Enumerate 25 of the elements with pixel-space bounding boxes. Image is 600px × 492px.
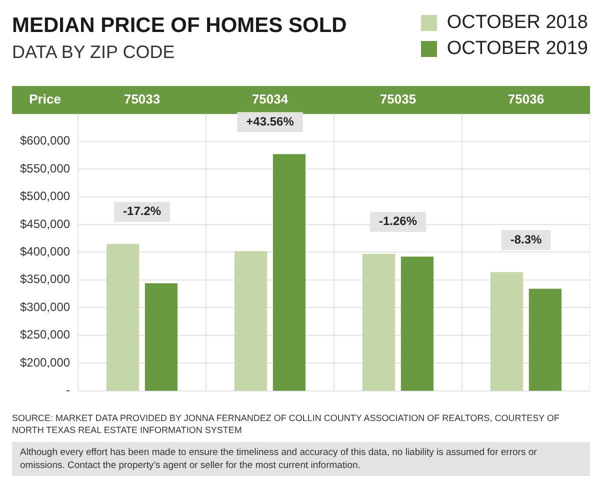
annotation: -17.2%: [123, 204, 162, 218]
x-tick-label: 75036: [508, 91, 544, 106]
y-tick-label: $350,000: [20, 272, 70, 286]
chart-title: MEDIAN PRICE OF HOMES SOLD: [12, 14, 347, 38]
y-tick-label: $450,000: [20, 216, 70, 231]
y-tick-label: $300,000: [20, 300, 70, 314]
y-tick-label: -: [66, 383, 70, 398]
annotation: -1.26%: [379, 214, 418, 228]
chart-subtitle: DATA BY ZIP CODE: [12, 42, 175, 63]
x-tick-label: 75035: [380, 91, 416, 106]
y-tick-label: $500,000: [20, 189, 70, 204]
y-tick-label: $250,000: [20, 328, 70, 342]
legend-label: OCTOBER 2019: [446, 38, 588, 60]
x-tick-label: 75034: [252, 91, 289, 106]
y-tick-label: $600,000: [20, 134, 70, 148]
annotation: -8.3%: [510, 232, 542, 246]
y-axis-title: Price: [29, 91, 61, 106]
y-tick-label: $550,000: [20, 161, 70, 176]
annotation: +43.56%: [246, 114, 294, 128]
y-tick-label: $200,000: [20, 355, 70, 370]
y-tick-label: $400,000: [20, 244, 70, 259]
x-tick-label: 75033: [124, 91, 160, 106]
text: Although every effort has been made to ensure the timeliness and accuracy of this data, no liability is assumed for errors or omissions. Contact the property’s agent or seller for the most current information.: [12, 442, 590, 476]
legend-label: OCTOBER 2018: [446, 12, 588, 34]
source-note: SOURCE: MARKET DATA PROVIDED BY JONNA FERNANDEZ OF COLLIN COUNTY ASSOCIATION OF REALTORS, COURTESY OF NORTH TEXAS REAL ESTATE INFORMATION SYSTEM: [12, 412, 560, 436]
